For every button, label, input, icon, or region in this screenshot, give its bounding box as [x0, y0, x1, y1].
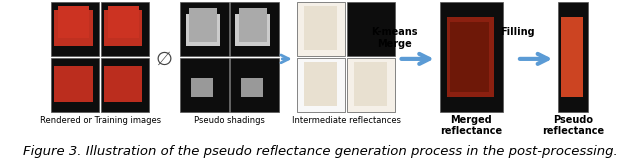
Bar [297, 2, 346, 56]
Bar [54, 10, 93, 46]
Bar [189, 8, 217, 42]
Bar [347, 2, 396, 56]
Bar [239, 8, 267, 42]
Bar [104, 66, 143, 102]
Bar [297, 58, 346, 112]
Bar [347, 58, 396, 112]
Bar [191, 78, 214, 97]
Bar [101, 2, 149, 56]
Bar [58, 6, 89, 38]
Text: ∅: ∅ [155, 49, 172, 68]
Bar [304, 62, 337, 106]
Bar [440, 2, 502, 112]
Text: Pseudo shadings: Pseudo shadings [194, 116, 265, 125]
Bar [186, 14, 220, 46]
Bar [447, 17, 494, 97]
Bar [230, 2, 278, 56]
Bar [230, 58, 278, 112]
Text: Figure 3. Illustration of the pseudo reflectance generation process in the post-: Figure 3. Illustration of the pseudo ref… [22, 145, 618, 158]
Text: Merged
reflectance: Merged reflectance [440, 115, 502, 136]
Bar [51, 58, 99, 112]
Bar [108, 6, 139, 38]
Text: Filling: Filling [500, 28, 534, 38]
Bar [54, 66, 93, 102]
Text: Intermediate reflectances: Intermediate reflectances [292, 116, 401, 125]
Text: Pseudo
reflectance: Pseudo reflectance [542, 115, 604, 136]
Bar [101, 58, 149, 112]
Bar [561, 17, 583, 97]
Text: Rendered or Training images: Rendered or Training images [40, 116, 161, 125]
Bar [180, 58, 228, 112]
Bar [236, 14, 270, 46]
Bar [241, 78, 263, 97]
Bar [104, 10, 143, 46]
Bar [354, 62, 387, 106]
Bar [304, 6, 337, 50]
Text: K-means
Merge: K-means Merge [371, 28, 418, 49]
Bar [180, 2, 228, 56]
Bar [51, 2, 99, 56]
Bar [450, 22, 489, 92]
Bar [557, 2, 588, 112]
